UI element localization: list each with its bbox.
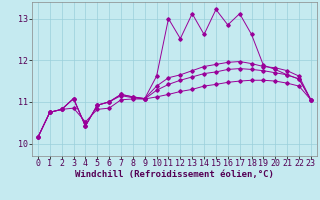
- X-axis label: Windchill (Refroidissement éolien,°C): Windchill (Refroidissement éolien,°C): [75, 170, 274, 179]
